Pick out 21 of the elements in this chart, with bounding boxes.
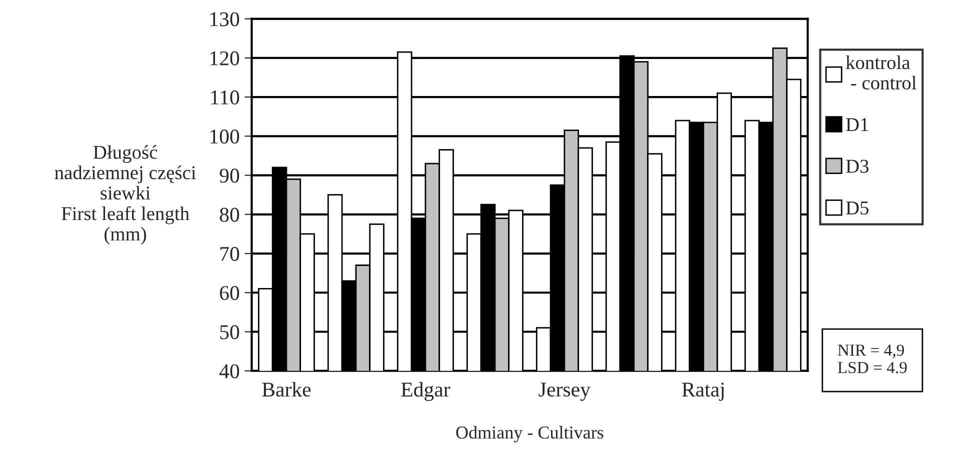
x-tick-label: Jersey xyxy=(538,382,590,401)
y-tick-label: 130 xyxy=(210,12,240,26)
y-tick-label: 50 xyxy=(220,325,240,340)
x-tick-label: Rataj xyxy=(682,382,724,401)
y-tick-label: 60 xyxy=(220,286,240,300)
text: NIR = 4,9 LSD = 4.9 xyxy=(838,344,907,374)
legend-label: D1 xyxy=(846,118,868,132)
y-tick-label: 80 xyxy=(220,208,240,222)
y-tick-label: 110 xyxy=(211,90,240,104)
y-tick-label: 100 xyxy=(210,130,240,144)
x-tick-label: Edgar xyxy=(401,382,450,401)
x-axis-title: Odmiany - Cultivars xyxy=(456,426,604,442)
x-tick-label: Barke xyxy=(262,382,311,397)
legend-label: D5 xyxy=(846,202,868,215)
y-tick-label: 120 xyxy=(210,51,240,66)
legend-label: kontrola - control xyxy=(846,56,916,90)
legend-label: D3 xyxy=(846,160,868,173)
y-tick-label: 90 xyxy=(220,168,240,183)
y-tick-label: 40 xyxy=(219,364,240,378)
y-tick-label: 70 xyxy=(220,246,240,261)
y-axis-title: Długość nadziemnej części siewki First leaft length (mm) xyxy=(54,145,196,245)
